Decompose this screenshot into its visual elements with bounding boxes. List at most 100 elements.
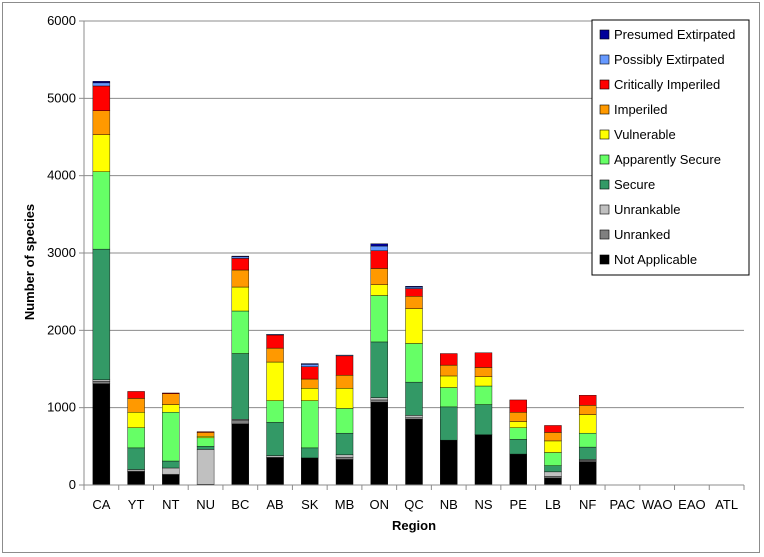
- bar-segment: [196, 437, 215, 447]
- bar-segment: [370, 341, 388, 398]
- bar-segment: [162, 460, 180, 469]
- x-tick-label: YT: [128, 497, 145, 512]
- legend-label: Secure: [614, 177, 655, 192]
- bar-segment: [578, 460, 597, 462]
- bar-segment: [92, 110, 111, 135]
- bar-segment: [301, 457, 319, 486]
- bar-segment: [231, 258, 250, 271]
- bar-segment: [231, 423, 250, 486]
- legend-swatch: [599, 129, 610, 140]
- x-tick-label: BC: [231, 497, 249, 512]
- bar-segment: [335, 454, 354, 458]
- bar-segment: [509, 412, 527, 422]
- legend-swatch: [599, 179, 610, 190]
- y-tick-label: 3000: [47, 245, 76, 260]
- bar-segment: [544, 477, 562, 486]
- bar-segment: [544, 432, 562, 442]
- bar-segment: [335, 355, 354, 376]
- x-tick-label: LB: [545, 497, 561, 512]
- bar-segment: [578, 432, 597, 448]
- legend-label: Unranked: [614, 227, 670, 242]
- legend-label: Vulnerable: [614, 127, 676, 142]
- y-tick-label: 4000: [47, 168, 76, 183]
- bar-segment: [370, 284, 388, 296]
- bar-segment: [196, 449, 215, 485]
- bar-stacks: [92, 81, 597, 486]
- bar-segment: [127, 427, 145, 449]
- bar-segment: [578, 395, 597, 406]
- bar-segment: [509, 453, 527, 486]
- bar-segment: [370, 397, 388, 401]
- bar-segment: [301, 400, 319, 449]
- bar-segment: [162, 467, 180, 475]
- bar-segment: [440, 364, 458, 377]
- legend-swatch: [599, 79, 610, 90]
- bar-segment: [266, 422, 284, 456]
- bar-segment: [92, 379, 111, 382]
- bar-segment: [127, 471, 145, 486]
- bar-segment: [335, 459, 354, 486]
- bar-segment: [266, 334, 284, 349]
- x-tick-label: ATL: [715, 497, 738, 512]
- legend-swatch: [599, 104, 610, 115]
- y-tick-labels: 0 1000 2000 3000 4000 5000 6000: [47, 13, 76, 492]
- bar-segment: [370, 402, 388, 486]
- legend-label: Possibly Extirpated: [614, 52, 725, 67]
- y-tick-label: 1000: [47, 400, 76, 415]
- bar-segment: [301, 366, 319, 380]
- bar-segment: [405, 419, 423, 486]
- bar-segment: [405, 417, 423, 420]
- bar-segment: [405, 288, 423, 297]
- bar-segment: [162, 404, 180, 413]
- bar-segment: [509, 439, 527, 455]
- bar-segment: [231, 353, 250, 420]
- bar-segment: [405, 381, 423, 416]
- x-tick-label: MB: [335, 497, 355, 512]
- bar-segment: [370, 268, 388, 285]
- bar-segment: [544, 471, 562, 477]
- bar-segment: [266, 400, 284, 423]
- bar-segment: [196, 446, 215, 450]
- bar-segment: [405, 343, 423, 383]
- bar-segment: [196, 432, 215, 437]
- x-tick-label: NT: [162, 497, 179, 512]
- bar-segment: [266, 455, 284, 458]
- x-axis-title: Region: [392, 518, 436, 533]
- x-tick-label: NF: [579, 497, 596, 512]
- legend-label: Critically Imperiled: [614, 77, 720, 92]
- bar-segment: [301, 378, 319, 389]
- bar-segment: [544, 476, 562, 479]
- bar-segment: [92, 171, 111, 250]
- bar-segment: [92, 81, 111, 84]
- bar-segment: [544, 452, 562, 466]
- bar-segment: [544, 440, 562, 453]
- bar-segment: [92, 85, 111, 111]
- bar-segment: [127, 447, 145, 470]
- bar-segment: [92, 383, 111, 486]
- bar-segment: [370, 245, 388, 251]
- bar-segment: [162, 412, 180, 462]
- bar-segment: [509, 399, 527, 413]
- bar-segment: [509, 427, 527, 440]
- bar-segment: [335, 408, 354, 434]
- legend-label: Not Applicable: [614, 252, 697, 267]
- bar-segment: [474, 367, 493, 377]
- bar-segment: [474, 352, 493, 368]
- bar-segment: [301, 388, 319, 401]
- legend-swatch: [599, 229, 610, 240]
- bar-segment: [231, 286, 250, 312]
- bar-segment: [578, 461, 597, 486]
- bar-segment: [370, 250, 388, 269]
- y-tick-label: 0: [69, 477, 76, 492]
- bar-segment: [301, 364, 319, 367]
- bar-segment: [544, 425, 562, 433]
- legend-label: Apparently Secure: [614, 152, 721, 167]
- bar-segment: [440, 406, 458, 441]
- bar-segment: [440, 353, 458, 366]
- bar-segment: [162, 393, 180, 405]
- x-tick-label: NS: [474, 497, 492, 512]
- bar-segment: [301, 363, 319, 365]
- legend-swatch: [599, 204, 610, 215]
- legend-swatch: [599, 29, 610, 40]
- bar-segment: [544, 465, 562, 473]
